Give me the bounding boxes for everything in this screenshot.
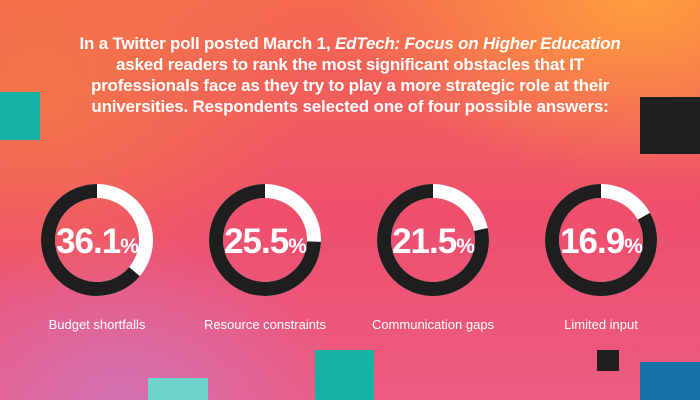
donut-arc [209,184,321,296]
donut-arc [377,184,489,296]
category-label: Budget shortfalls [49,317,146,332]
category-label: Communication gaps [372,317,495,332]
donut-arc [545,184,657,296]
decor-light-teal-rect [148,378,208,400]
headline: In a Twitter poll posted March 1, EdTech… [79,34,621,116]
value-label: 25.5% [224,222,307,261]
donut-arc [41,184,153,296]
percent-sign: % [456,235,475,258]
decor-dark-square-small [597,350,619,371]
decor-teal-square-bottom [315,350,374,400]
value-label: 21.5% [392,222,475,261]
decor-dark-square-right [640,97,700,154]
decor-teal-square-left [0,92,40,140]
donut-communication-gaps: 21.5% Communication gaps [372,184,495,332]
donut-limited-input: 16.9% Limited input [545,184,657,332]
publication-name: EdTech: Focus on Higher Education [334,34,621,53]
category-label: Limited input [564,317,638,332]
value-label: 36.1% [56,222,139,261]
donut-budget-shortfalls: 36.1% Budget shortfalls [41,184,153,332]
percent-sign: % [120,235,139,258]
decor-blue-square [640,362,700,400]
donut-resource-constraints: 25.5% Resource constraints [204,184,327,332]
percent-sign: % [288,235,307,258]
value-label: 16.9% [560,222,643,261]
percent-sign: % [624,235,643,258]
category-label: Resource constraints [204,317,327,332]
